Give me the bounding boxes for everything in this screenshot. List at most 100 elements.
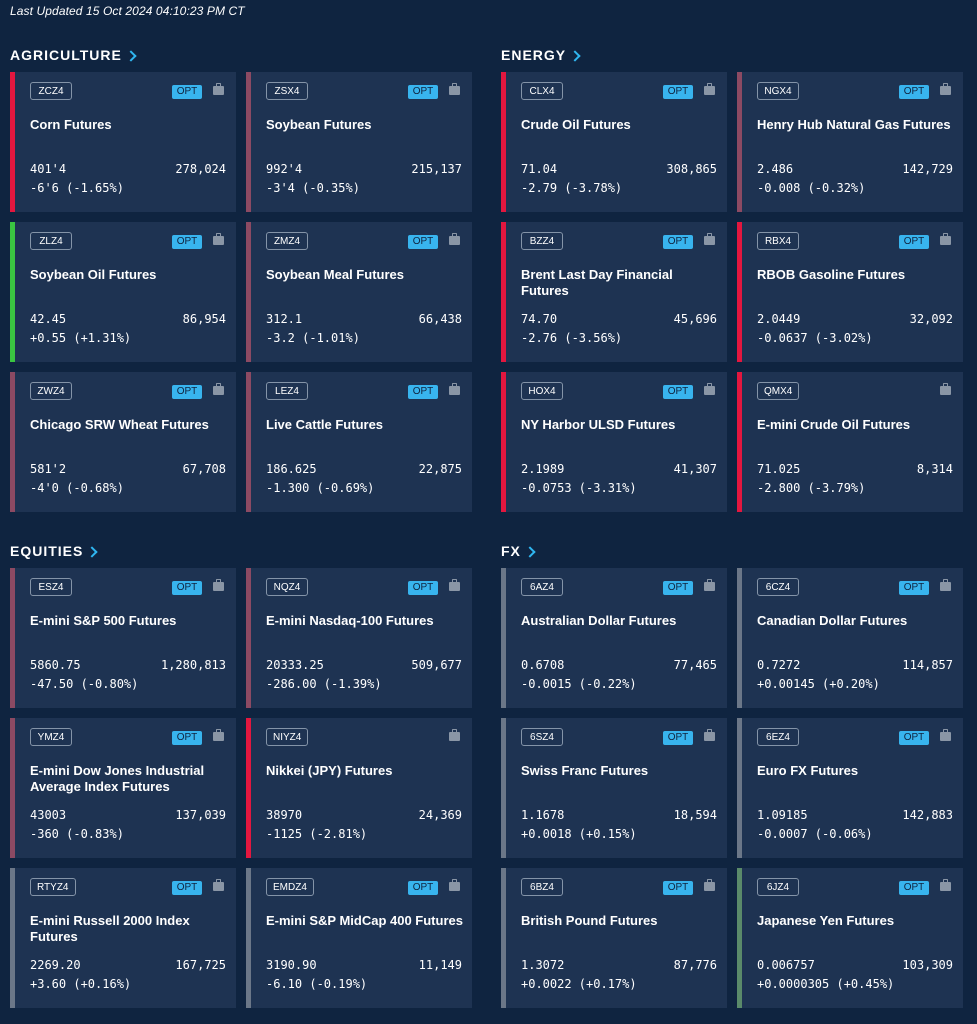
options-badge[interactable]: OPT bbox=[172, 881, 202, 895]
options-badge[interactable]: OPT bbox=[663, 581, 693, 595]
section-title-agriculture[interactable]: AGRICULTURE bbox=[10, 46, 482, 64]
briefcase-icon[interactable] bbox=[940, 233, 951, 245]
options-badge[interactable]: OPT bbox=[663, 85, 693, 99]
briefcase-icon[interactable] bbox=[213, 729, 224, 741]
contract-code-badge[interactable]: NGX4 bbox=[757, 82, 799, 100]
contract-card[interactable]: YMZ4 OPT E-mini Dow Jones Industrial Ave… bbox=[10, 718, 236, 858]
contract-code-badge[interactable]: CLX4 bbox=[521, 82, 563, 100]
contract-card[interactable]: 6AZ4 OPT Australian Dollar Futures 0.670… bbox=[501, 568, 727, 708]
contract-code-badge[interactable]: NIYZ4 bbox=[266, 728, 309, 746]
contract-card[interactable]: BZZ4 OPT Brent Last Day Financial Future… bbox=[501, 222, 727, 362]
contract-code-badge[interactable]: ZSX4 bbox=[266, 82, 308, 100]
contract-card[interactable]: EMDZ4 OPT E-mini S&P MidCap 400 Futures … bbox=[246, 868, 472, 1008]
briefcase-icon[interactable] bbox=[213, 233, 224, 245]
contract-code-badge[interactable]: ZMZ4 bbox=[266, 232, 308, 250]
options-badge[interactable]: OPT bbox=[172, 581, 202, 595]
options-badge[interactable]: OPT bbox=[663, 731, 693, 745]
contract-card[interactable]: QMX4 E-mini Crude Oil Futures 71.025 8,3… bbox=[737, 372, 963, 512]
briefcase-icon[interactable] bbox=[449, 729, 460, 741]
contract-code-badge[interactable]: 6SZ4 bbox=[521, 728, 563, 746]
contract-card[interactable]: 6CZ4 OPT Canadian Dollar Futures 0.7272 … bbox=[737, 568, 963, 708]
contract-code-badge[interactable]: RTYZ4 bbox=[30, 878, 76, 896]
contract-card[interactable]: NGX4 OPT Henry Hub Natural Gas Futures 2… bbox=[737, 72, 963, 212]
briefcase-icon[interactable] bbox=[940, 579, 951, 591]
contract-code-badge[interactable]: 6BZ4 bbox=[521, 878, 563, 896]
options-badge[interactable]: OPT bbox=[899, 235, 929, 249]
briefcase-icon[interactable] bbox=[940, 729, 951, 741]
briefcase-icon[interactable] bbox=[704, 579, 715, 591]
briefcase-icon[interactable] bbox=[704, 729, 715, 741]
contract-code-badge[interactable]: EMDZ4 bbox=[266, 878, 314, 896]
contract-code-badge[interactable]: RBX4 bbox=[757, 232, 799, 250]
contract-code-badge[interactable]: ZWZ4 bbox=[30, 382, 72, 400]
contract-card[interactable]: 6JZ4 OPT Japanese Yen Futures 0.006757 1… bbox=[737, 868, 963, 1008]
contract-code-badge[interactable]: 6EZ4 bbox=[757, 728, 799, 746]
briefcase-icon[interactable] bbox=[449, 383, 460, 395]
contract-card[interactable]: NIYZ4 Nikkei (JPY) Futures 38970 24,369 … bbox=[246, 718, 472, 858]
briefcase-icon[interactable] bbox=[704, 83, 715, 95]
briefcase-icon[interactable] bbox=[940, 383, 951, 395]
options-badge[interactable]: OPT bbox=[663, 881, 693, 895]
contract-code-badge[interactable]: QMX4 bbox=[757, 382, 800, 400]
briefcase-icon[interactable] bbox=[704, 233, 715, 245]
contract-code-badge[interactable]: ZLZ4 bbox=[30, 232, 72, 250]
contract-code-badge[interactable]: 6AZ4 bbox=[521, 578, 563, 596]
options-badge[interactable]: OPT bbox=[408, 385, 438, 399]
options-badge[interactable]: OPT bbox=[899, 85, 929, 99]
price-change: -3'4 (-0.35%) bbox=[266, 181, 360, 195]
briefcase-icon[interactable] bbox=[213, 879, 224, 891]
contract-code-badge[interactable]: 6JZ4 bbox=[757, 878, 799, 896]
briefcase-icon[interactable] bbox=[449, 579, 460, 591]
contract-code-badge[interactable]: NQZ4 bbox=[266, 578, 308, 596]
briefcase-icon[interactable] bbox=[213, 383, 224, 395]
options-badge[interactable]: OPT bbox=[172, 85, 202, 99]
contract-card[interactable]: ESZ4 OPT E-mini S&P 500 Futures 5860.75 … bbox=[10, 568, 236, 708]
briefcase-icon[interactable] bbox=[704, 879, 715, 891]
briefcase-icon[interactable] bbox=[449, 83, 460, 95]
options-badge[interactable]: OPT bbox=[408, 85, 438, 99]
contract-card[interactable]: 6BZ4 OPT British Pound Futures 1.3072 87… bbox=[501, 868, 727, 1008]
options-badge[interactable]: OPT bbox=[663, 385, 693, 399]
contract-card[interactable]: ZWZ4 OPT Chicago SRW Wheat Futures 581'2… bbox=[10, 372, 236, 512]
contract-card[interactable]: CLX4 OPT Crude Oil Futures 71.04 308,865… bbox=[501, 72, 727, 212]
contract-code-badge[interactable]: LEZ4 bbox=[266, 382, 308, 400]
section-title-energy[interactable]: ENERGY bbox=[501, 46, 973, 64]
briefcase-icon[interactable] bbox=[704, 383, 715, 395]
section-title-fx[interactable]: FX bbox=[501, 542, 973, 560]
briefcase-icon[interactable] bbox=[213, 579, 224, 591]
contract-card[interactable]: ZLZ4 OPT Soybean Oil Futures 42.45 86,95… bbox=[10, 222, 236, 362]
contract-card[interactable]: HOX4 OPT NY Harbor ULSD Futures 2.1989 4… bbox=[501, 372, 727, 512]
contract-card[interactable]: 6EZ4 OPT Euro FX Futures 1.09185 142,883… bbox=[737, 718, 963, 858]
options-badge[interactable]: OPT bbox=[408, 235, 438, 249]
options-badge[interactable]: OPT bbox=[663, 235, 693, 249]
contract-card[interactable]: ZCZ4 OPT Corn Futures 401'4 278,024 -6'6… bbox=[10, 72, 236, 212]
section-title-equities[interactable]: EQUITIES bbox=[10, 542, 482, 560]
contract-code-badge[interactable]: ESZ4 bbox=[30, 578, 72, 596]
contract-code-badge[interactable]: ZCZ4 bbox=[30, 82, 72, 100]
options-badge[interactable]: OPT bbox=[899, 881, 929, 895]
contract-card[interactable]: LEZ4 OPT Live Cattle Futures 186.625 22,… bbox=[246, 372, 472, 512]
briefcase-icon[interactable] bbox=[449, 233, 460, 245]
options-badge[interactable]: OPT bbox=[408, 881, 438, 895]
contract-card[interactable]: NQZ4 OPT E-mini Nasdaq-100 Futures 20333… bbox=[246, 568, 472, 708]
contract-card[interactable]: ZMZ4 OPT Soybean Meal Futures 312.1 66,4… bbox=[246, 222, 472, 362]
contract-card[interactable]: 6SZ4 OPT Swiss Franc Futures 1.1678 18,5… bbox=[501, 718, 727, 858]
contract-card[interactable]: ZSX4 OPT Soybean Futures 992'4 215,137 -… bbox=[246, 72, 472, 212]
options-badge[interactable]: OPT bbox=[408, 581, 438, 595]
contract-code-badge[interactable]: YMZ4 bbox=[30, 728, 72, 746]
options-badge[interactable]: OPT bbox=[899, 581, 929, 595]
price-change: +0.0022 (+0.17%) bbox=[521, 977, 637, 991]
contract-card[interactable]: RTYZ4 OPT E-mini Russell 2000 Index Futu… bbox=[10, 868, 236, 1008]
contract-card[interactable]: RBX4 OPT RBOB Gasoline Futures 2.0449 32… bbox=[737, 222, 963, 362]
options-badge[interactable]: OPT bbox=[172, 235, 202, 249]
briefcase-icon[interactable] bbox=[449, 879, 460, 891]
contract-code-badge[interactable]: 6CZ4 bbox=[757, 578, 799, 596]
contract-code-badge[interactable]: BZZ4 bbox=[521, 232, 563, 250]
briefcase-icon[interactable] bbox=[213, 83, 224, 95]
contract-code-badge[interactable]: HOX4 bbox=[521, 382, 563, 400]
options-badge[interactable]: OPT bbox=[172, 385, 202, 399]
options-badge[interactable]: OPT bbox=[172, 731, 202, 745]
briefcase-icon[interactable] bbox=[940, 879, 951, 891]
briefcase-icon[interactable] bbox=[940, 83, 951, 95]
options-badge[interactable]: OPT bbox=[899, 731, 929, 745]
